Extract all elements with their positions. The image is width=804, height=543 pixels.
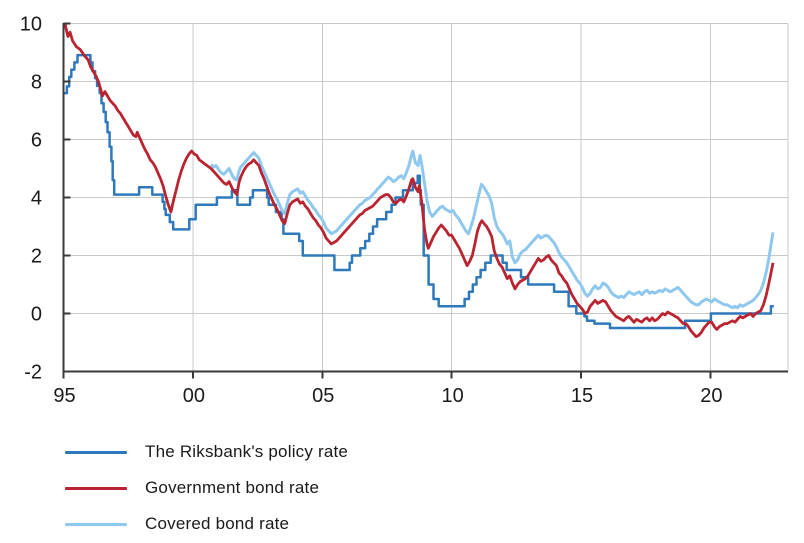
legend: The Riksbank's policy rate Government bo…	[65, 437, 348, 543]
x-tick-label: 95	[53, 385, 75, 407]
y-tick-label: -2	[24, 362, 42, 384]
y-tick-label: 10	[20, 14, 42, 36]
x-tick-label: 15	[571, 385, 593, 407]
legend-label-government-bond: Government bond rate	[145, 478, 320, 497]
legend-label-covered-bond: Covered bond rate	[145, 514, 290, 533]
x-tick-label: 20	[700, 385, 722, 407]
legend-item-policy-rate: The Riksbank's policy rate	[65, 437, 348, 467]
legend-item-government-bond: Government bond rate	[65, 473, 348, 503]
policy-rate-line-sample	[65, 450, 127, 454]
series-covered-bond	[209, 149, 775, 310]
legend-label-policy-rate: The Riksbank's policy rate	[145, 442, 349, 461]
covered-bond-line-sample	[65, 522, 127, 526]
x-tick-label: 05	[312, 385, 334, 407]
x-tick-label: 00	[183, 385, 205, 407]
y-tick-label: 2	[31, 246, 42, 268]
series-policy-rate	[63, 53, 774, 330]
series-government-bond	[63, 23, 775, 339]
y-tick-label: 6	[31, 130, 42, 152]
legend-item-covered-bond: Covered bond rate	[65, 509, 348, 539]
government-bond-line-sample	[65, 486, 127, 490]
y-tick-label: 8	[31, 72, 42, 94]
y-tick-label: 4	[31, 188, 42, 210]
x-tick-label: 10	[442, 385, 464, 407]
y-tick-label: 0	[31, 304, 42, 326]
